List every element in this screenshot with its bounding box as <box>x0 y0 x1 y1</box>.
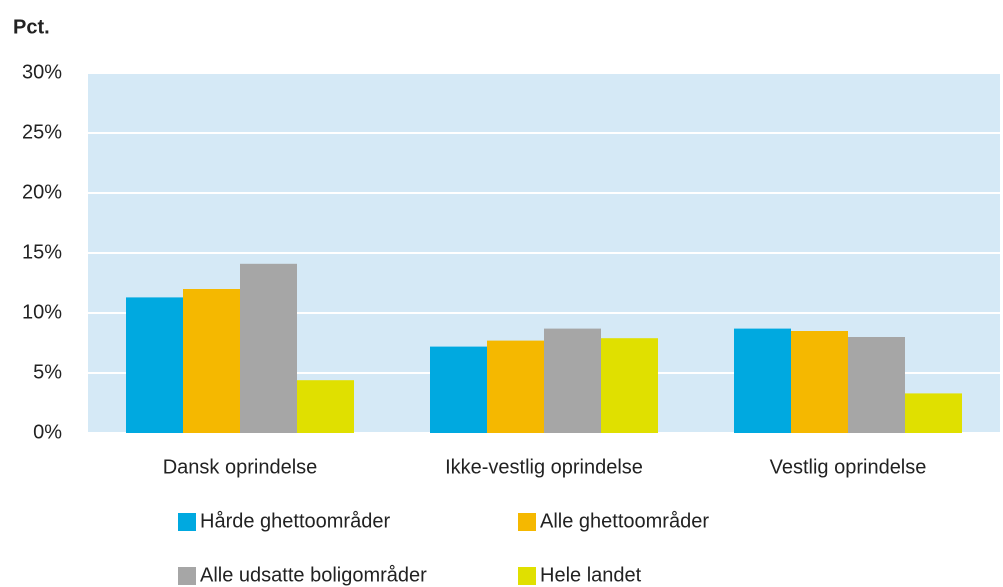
bar <box>601 338 658 433</box>
bar <box>430 346 487 433</box>
legend-swatch <box>178 513 196 531</box>
bar <box>848 337 905 433</box>
bar <box>905 393 962 433</box>
legend-swatch <box>178 567 196 585</box>
y-tick-label: 15% <box>22 241 62 263</box>
legend-label: Hele landet <box>540 564 642 586</box>
legend-label: Alle ghettoområder <box>540 510 709 532</box>
legend-label: Hårde ghettoområder <box>200 510 390 532</box>
bar <box>126 297 183 433</box>
bar <box>487 340 544 433</box>
bar <box>791 331 848 433</box>
bar <box>240 263 297 433</box>
x-tick-label: Dansk oprindelse <box>163 456 318 478</box>
x-tick-label: Ikke-vestlig oprindelse <box>445 456 643 478</box>
y-tick-label: 25% <box>22 121 62 143</box>
legend-swatch <box>518 567 536 585</box>
bar <box>734 328 791 433</box>
bar <box>297 380 354 433</box>
y-tick-label: 0% <box>33 421 62 443</box>
bar <box>183 289 240 433</box>
y-axis-label: Pct. <box>13 16 50 38</box>
y-tick-label: 10% <box>22 301 62 323</box>
x-tick-label: Vestlig oprindelse <box>770 456 927 478</box>
bar <box>544 328 601 433</box>
y-tick-label: 5% <box>33 361 62 383</box>
y-tick-label: 20% <box>22 181 62 203</box>
legend-label: Alle udsatte boligområder <box>200 564 427 586</box>
y-tick-label: 30% <box>22 61 62 83</box>
legend-swatch <box>518 513 536 531</box>
